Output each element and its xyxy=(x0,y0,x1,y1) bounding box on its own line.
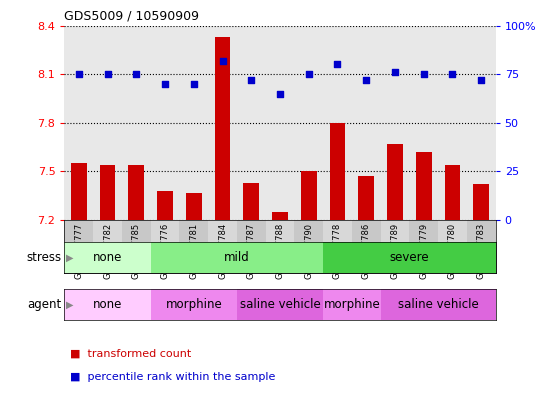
Bar xyxy=(157,191,173,220)
Point xyxy=(74,71,83,77)
Bar xyxy=(323,242,496,273)
Text: GSM1217776: GSM1217776 xyxy=(161,223,170,279)
Text: GSM1217788: GSM1217788 xyxy=(276,223,284,279)
Text: morphine: morphine xyxy=(324,298,380,311)
Point xyxy=(189,81,198,87)
Text: GSM1217778: GSM1217778 xyxy=(333,223,342,279)
Bar xyxy=(467,220,496,273)
Bar xyxy=(151,220,179,273)
Bar xyxy=(100,165,115,220)
Point xyxy=(161,81,170,87)
Bar xyxy=(151,242,323,273)
Bar xyxy=(438,220,467,273)
Point xyxy=(419,71,428,77)
Text: ▶: ▶ xyxy=(66,252,73,263)
Text: GSM1217779: GSM1217779 xyxy=(419,223,428,279)
Text: GSM1217790: GSM1217790 xyxy=(304,223,313,279)
Bar xyxy=(64,242,151,273)
Bar xyxy=(122,220,151,273)
Bar xyxy=(122,26,151,220)
Point xyxy=(362,77,371,83)
Bar xyxy=(179,220,208,273)
Bar xyxy=(295,220,323,273)
Bar xyxy=(301,171,316,220)
Text: stress: stress xyxy=(26,251,62,264)
Bar xyxy=(409,26,438,220)
Text: saline vehicle: saline vehicle xyxy=(240,298,320,311)
Text: GSM1217786: GSM1217786 xyxy=(362,223,371,279)
Bar xyxy=(237,220,265,273)
Point xyxy=(390,69,399,75)
Text: GSM1217784: GSM1217784 xyxy=(218,223,227,279)
Bar xyxy=(381,220,409,273)
Bar xyxy=(265,26,295,220)
Point xyxy=(477,77,486,83)
Bar xyxy=(151,26,179,220)
Bar xyxy=(93,26,122,220)
Bar xyxy=(381,26,409,220)
Bar xyxy=(352,26,381,220)
Point xyxy=(333,61,342,68)
Point xyxy=(276,90,284,97)
Text: ■  percentile rank within the sample: ■ percentile rank within the sample xyxy=(70,372,276,382)
Bar xyxy=(323,26,352,220)
Point xyxy=(304,71,313,77)
Point xyxy=(218,57,227,64)
Bar xyxy=(323,289,381,320)
Bar xyxy=(445,165,460,220)
Bar xyxy=(473,184,489,220)
Text: GSM1217789: GSM1217789 xyxy=(390,223,399,279)
Bar xyxy=(237,26,265,220)
Point xyxy=(103,71,112,77)
Text: GDS5009 / 10590909: GDS5009 / 10590909 xyxy=(64,10,199,23)
Bar xyxy=(416,152,432,220)
Text: GSM1217783: GSM1217783 xyxy=(477,223,486,279)
Bar xyxy=(265,220,295,273)
Bar xyxy=(64,289,151,320)
Bar xyxy=(208,220,237,273)
Text: GSM1217785: GSM1217785 xyxy=(132,223,141,279)
Bar xyxy=(244,183,259,220)
Text: GSM1217781: GSM1217781 xyxy=(189,223,198,279)
Bar xyxy=(71,163,87,220)
Bar xyxy=(358,176,374,220)
Bar xyxy=(330,123,346,220)
Text: none: none xyxy=(93,298,122,311)
Bar xyxy=(151,289,237,320)
Point xyxy=(247,77,256,83)
Bar xyxy=(128,165,144,220)
Bar xyxy=(272,212,288,220)
Bar xyxy=(381,289,496,320)
Bar xyxy=(64,220,93,273)
Bar xyxy=(438,26,467,220)
Bar xyxy=(409,220,438,273)
Bar xyxy=(237,289,323,320)
Bar xyxy=(323,220,352,273)
Text: GSM1217782: GSM1217782 xyxy=(103,223,112,279)
Bar xyxy=(186,193,202,220)
Bar xyxy=(64,26,93,220)
Text: mild: mild xyxy=(224,251,250,264)
Text: severe: severe xyxy=(390,251,429,264)
Text: agent: agent xyxy=(27,298,62,311)
Bar xyxy=(295,26,323,220)
Text: GSM1217780: GSM1217780 xyxy=(448,223,457,279)
Bar xyxy=(467,26,496,220)
Text: morphine: morphine xyxy=(165,298,222,311)
Text: GSM1217777: GSM1217777 xyxy=(74,223,83,279)
Point xyxy=(448,71,457,77)
Text: GSM1217787: GSM1217787 xyxy=(247,223,256,279)
Bar xyxy=(387,144,403,220)
Bar xyxy=(93,220,122,273)
Text: ■  transformed count: ■ transformed count xyxy=(70,349,192,359)
Point xyxy=(132,71,141,77)
Bar xyxy=(352,220,381,273)
Text: ▶: ▶ xyxy=(66,299,73,310)
Bar xyxy=(179,26,208,220)
Text: saline vehicle: saline vehicle xyxy=(398,298,478,311)
Bar xyxy=(208,26,237,220)
Bar xyxy=(214,37,230,220)
Text: none: none xyxy=(93,251,122,264)
